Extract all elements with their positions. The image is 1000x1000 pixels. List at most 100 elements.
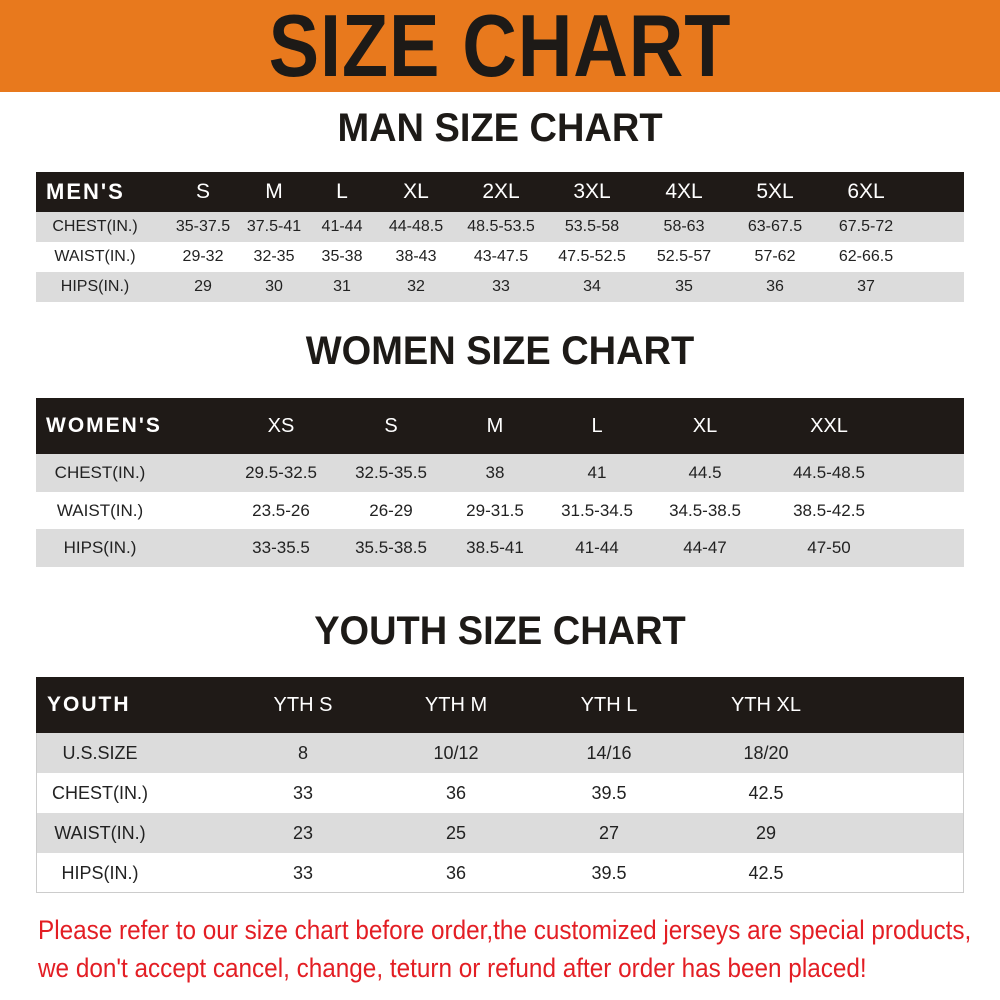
youth-section-title: YOUTH SIZE CHART bbox=[314, 609, 686, 653]
table-row: WAIST(IN.) 23 25 27 29 bbox=[36, 813, 964, 853]
row-label: WAIST(IN.) bbox=[54, 248, 136, 265]
measurement-cell: 44.5-48.5 bbox=[793, 463, 865, 482]
measurement-cell: 36 bbox=[445, 783, 467, 803]
size-column-header: YTH L bbox=[580, 694, 638, 716]
measurement-cell: 37 bbox=[857, 278, 875, 295]
measurement-cell: 35.5-38.5 bbox=[355, 538, 427, 557]
size-column-header: XXL bbox=[810, 415, 848, 437]
row-label: HIPS(IN.) bbox=[63, 538, 137, 557]
table-row: CHEST(IN.) 29.5-32.5 32.5-35.5 38 41 44.5 44.5… bbox=[36, 454, 964, 492]
measurement-cell: 33-35.5 bbox=[252, 538, 310, 557]
size-column-header: S bbox=[384, 415, 398, 437]
measurement-cell: 33 bbox=[492, 278, 510, 295]
men-header-label: MEN'S bbox=[46, 179, 125, 204]
table-row: WAIST(IN.) 23.5-26 26-29 29-31.5 31.5-34.5 34… bbox=[36, 491, 964, 529]
measurement-cell: 31.5-34.5 bbox=[561, 500, 633, 520]
measurement-cell: 18/20 bbox=[743, 743, 789, 763]
measurement-cell: 63-67.5 bbox=[747, 218, 803, 235]
row-label: CHEST(IN.) bbox=[52, 218, 138, 235]
measurement-cell: 38-43 bbox=[395, 248, 437, 265]
row-label: WAIST(IN.) bbox=[56, 500, 144, 520]
measurement-cell: 57-62 bbox=[754, 248, 796, 265]
measurement-cell: 39.5 bbox=[591, 863, 627, 883]
size-column-header: XL bbox=[403, 180, 429, 203]
measurement-cell: 35-37.5 bbox=[175, 218, 231, 235]
youth-header-label: YOUTH bbox=[47, 693, 131, 716]
measurement-cell: 52.5-57 bbox=[656, 248, 712, 265]
youth-table-border bbox=[36, 733, 964, 893]
measurement-cell: 67.5-72 bbox=[838, 218, 894, 235]
measurement-cell: 26-29 bbox=[369, 500, 413, 520]
table-row: WAIST(IN.) 29-32 32-35 35-38 38-43 43-47.5 47.… bbox=[36, 242, 964, 272]
size-column-header: L bbox=[591, 415, 603, 437]
men-header-row: MEN'S S M L XL 2XL 3XL 4XL 5XL 6XL bbox=[36, 172, 964, 212]
measurement-cell: 62-66.5 bbox=[838, 248, 894, 265]
measurement-cell: 48.5-53.5 bbox=[467, 218, 535, 235]
measurement-cell: 47-50 bbox=[807, 538, 851, 557]
size-column-header: 6XL bbox=[847, 180, 885, 203]
notice-line-2: we don't accept cancel, change, teturn o… bbox=[38, 953, 867, 983]
measurement-cell: 14/16 bbox=[586, 743, 632, 763]
women-section-title: WOMEN SIZE CHART bbox=[305, 329, 695, 373]
notice-line-1: Please refer to our size chart before or… bbox=[38, 915, 972, 945]
table-row: HIPS(IN.) 33-35.5 35.5-38.5 38.5-41 41-44 44-… bbox=[36, 529, 964, 567]
table-row: CHEST(IN.) 35-37.5 37.5-41 41-44 44-48.5 48.5… bbox=[36, 212, 964, 242]
size-column-header: S bbox=[195, 180, 211, 203]
measurement-cell: 31 bbox=[333, 278, 351, 295]
measurement-cell: 32 bbox=[407, 278, 425, 295]
size-column-header: 5XL bbox=[756, 180, 794, 203]
measurement-cell: 42.5 bbox=[748, 783, 784, 803]
size-column-header: YTH S bbox=[273, 694, 333, 716]
measurement-cell: 10/12 bbox=[433, 743, 479, 763]
measurement-cell: 35-38 bbox=[321, 248, 363, 265]
size-column-header: XS bbox=[267, 415, 295, 437]
table-row: CHEST(IN.) 33 36 39.5 42.5 bbox=[36, 773, 964, 813]
table-row: HIPS(IN.) 29 30 31 32 33 34 35 36 37 bbox=[36, 272, 964, 302]
size-column-header: YTH XL bbox=[730, 694, 802, 716]
measurement-cell: 34.5-38.5 bbox=[669, 500, 741, 520]
size-column-header: L bbox=[336, 180, 348, 203]
measurement-cell: 32.5-35.5 bbox=[355, 463, 427, 482]
size-column-header: 3XL bbox=[573, 180, 611, 203]
measurement-cell: 29 bbox=[755, 823, 777, 843]
measurement-cell: 39.5 bbox=[591, 783, 627, 803]
measurement-cell: 41-44 bbox=[321, 218, 363, 235]
measurement-cell: 23 bbox=[292, 823, 314, 843]
measurement-cell: 42.5 bbox=[748, 863, 784, 883]
measurement-cell: 41 bbox=[587, 463, 607, 482]
measurement-cell: 37.5-41 bbox=[246, 218, 302, 235]
measurement-cell: 43-47.5 bbox=[473, 248, 529, 265]
row-label: CHEST(IN.) bbox=[52, 783, 148, 803]
measurement-cell: 25 bbox=[445, 823, 467, 843]
page-title: SIZE CHART bbox=[268, 0, 732, 95]
table-row: U.S.SIZE 8 10/12 14/16 18/20 bbox=[36, 733, 964, 773]
measurement-cell: 41-44 bbox=[575, 538, 619, 557]
title-banner: SIZE CHART bbox=[0, 0, 1000, 92]
youth-header-row: YOUTH YTH S YTH M YTH L YTH XL bbox=[36, 677, 964, 733]
size-column-header: 2XL bbox=[482, 180, 520, 203]
measurement-cell: 53.5-58 bbox=[564, 218, 620, 235]
measurement-cell: 29-32 bbox=[182, 248, 224, 265]
measurement-cell: 34 bbox=[583, 278, 601, 295]
size-column-header: 4XL bbox=[665, 180, 703, 203]
measurement-cell: 32-35 bbox=[253, 248, 295, 265]
measurement-cell: 35 bbox=[675, 278, 693, 295]
row-label: HIPS(IN.) bbox=[60, 278, 130, 295]
measurement-cell: 47.5-52.5 bbox=[558, 248, 626, 265]
measurement-cell: 36 bbox=[766, 278, 784, 295]
measurement-cell: 38 bbox=[485, 463, 505, 482]
women-header-label: WOMEN'S bbox=[46, 414, 162, 437]
measurement-cell: 38.5-41 bbox=[466, 538, 524, 557]
measurement-cell: 33 bbox=[292, 783, 314, 803]
measurement-cell: 29-31.5 bbox=[466, 500, 524, 520]
measurement-cell: 33 bbox=[292, 863, 314, 883]
measurement-cell: 58-63 bbox=[663, 218, 705, 235]
measurement-cell: 27 bbox=[598, 823, 620, 843]
measurement-cell: 44-47 bbox=[683, 538, 727, 557]
measurement-cell: 36 bbox=[445, 863, 467, 883]
measurement-cell: 44-48.5 bbox=[388, 218, 444, 235]
measurement-cell: 8 bbox=[297, 743, 309, 763]
measurement-cell: 30 bbox=[265, 278, 283, 295]
size-column-header: XL bbox=[692, 415, 718, 437]
row-label: CHEST(IN.) bbox=[54, 463, 146, 482]
